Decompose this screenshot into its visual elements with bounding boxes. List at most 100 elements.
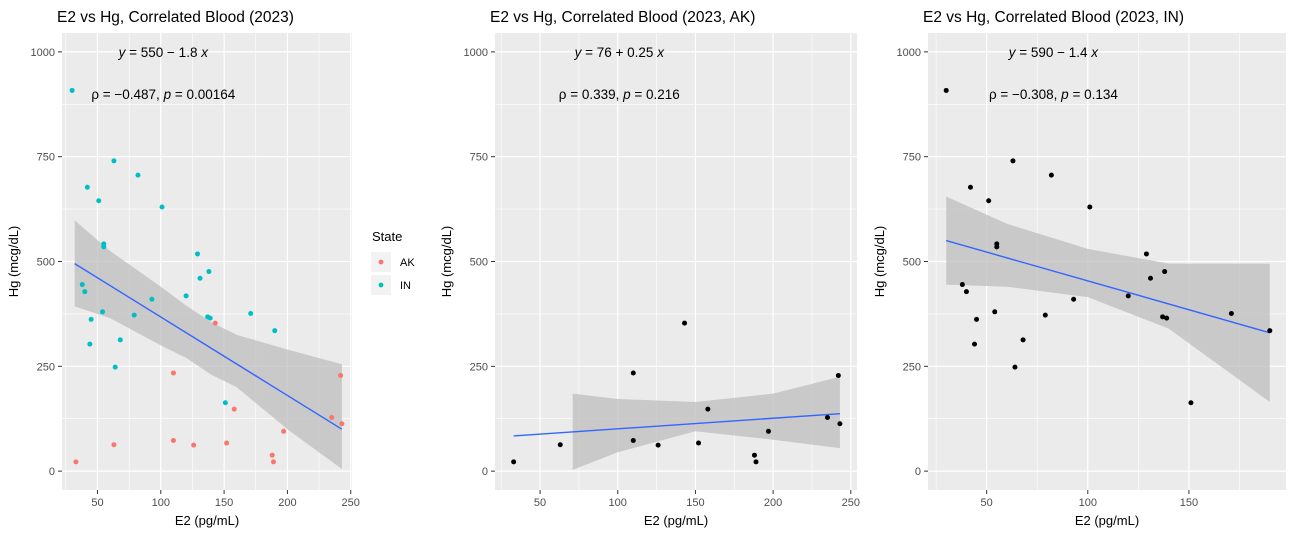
panel-ak-point-data [765,428,771,434]
panel-in-point-data [963,289,969,295]
legend-key-ak [378,259,384,265]
panel-all-point-in [206,269,212,275]
panel-all-point-in [248,310,254,316]
panel-ak-point-data [751,452,757,458]
panel-in-confidence-band [946,196,1270,402]
panel-all-y-tick-label: 0 [49,466,55,478]
panel-all-point-in [131,312,137,318]
panel-all-point-in [135,172,141,178]
panel-all-y-tick-label: 500 [37,257,55,269]
panel-ak-y-tick-label: 750 [470,152,488,164]
panel-in-point-data [1147,275,1153,281]
panel-in-point-data [1048,172,1054,178]
panel-in-y-tick-label: 750 [903,152,921,164]
panel-all-chart: E2 vs Hg, Correlated Blood (2023) 50 100 15… [6,9,360,528]
panel-ak-point-data [705,406,711,412]
panel-all-point-ak [270,459,276,465]
panel-all-point-in [84,184,90,190]
panel-in-point-data [1125,293,1131,299]
panel-in-point-data [1087,204,1093,210]
panel-all-point-in [159,204,165,210]
panel-all-fit-line [74,263,343,430]
panel-in-point-data [1164,315,1170,321]
panel-ak-point-data [835,373,841,379]
panel-in-point-data [1228,310,1234,316]
panel-all-y-tick-label: 750 [37,152,55,164]
panel-in-point-data [994,244,1000,250]
legend-key-in [378,282,384,288]
panel-ak-y-tick-label: 0 [482,466,488,478]
panel-all-point-in [149,296,155,302]
panel-in-y-tick-label: 1000 [897,47,921,59]
panel-all-point-in [183,293,189,299]
panel-ak-point-data [655,442,661,448]
panel-all-point-ak [170,370,176,376]
panel-in-point-data [1012,364,1018,370]
panel-ak-point-data [511,459,517,465]
panel-ak-title: E2 vs Hg, Correlated Blood (2023, AK) [490,9,755,26]
panel-all-point-ak [339,421,345,427]
panel-all-x-tick-label: 250 [342,497,360,509]
panel-all-y-tick-label: 1000 [31,47,55,59]
panel-all-point-ak [329,414,335,420]
panel-all-title: E2 vs Hg, Correlated Blood (2023) [57,9,294,26]
panel-all-point-ak [281,428,287,434]
panel-all-point-ak [231,406,237,412]
panel-in-x-tick-label: 100 [1079,497,1097,509]
panel-all-point-ak [338,373,344,379]
panel-in-point-data [1160,314,1166,320]
panel-all-point-in [100,309,106,315]
panel-all-point-in [88,316,94,322]
panel-ak-point-data [630,438,636,444]
panel-all-x-tick-label: 200 [278,497,296,509]
panel-all-regression-equation: y = 550 − 1.8 x [118,45,210,60]
panel-all-point-in [101,244,107,250]
panel-all-x-tick-label: 50 [91,497,103,509]
panel-ak-x-tick-label: 200 [764,497,782,509]
panel-in-point-data [1143,251,1149,257]
panel-in-point-data [1162,269,1168,275]
panel-ak-y-axis-label: Hg (mcg/dL) [439,226,454,298]
panel-in-chart: E2 vs Hg, Correlated Blood (2023, IN) 50 1… [872,9,1286,528]
panel-all-correlation-stats: ρ = −0.487, p = 0.00164 [91,87,235,102]
panel-all-point-ak [73,459,79,465]
panel-in-x-tick-label: 150 [1180,497,1198,509]
panel-all-point-in [112,364,118,370]
panel-all-confidence-band [74,220,342,469]
panel-in-y-axis-label: Hg (mcg/dL) [872,226,887,298]
panel-all-y-tick-label: 250 [37,361,55,373]
panel-all-point-in [222,400,228,406]
panel-all-point-in [79,282,85,288]
panel-in-point-data [972,341,978,347]
panel-ak-point-data [696,440,702,446]
panel-in-fit-line [946,239,1271,334]
panel-in-point-data [959,282,965,288]
panel-ak-chart: E2 vs Hg, Correlated Blood (2023, AK) 50 1… [439,9,860,528]
panel-all-point-in [195,251,201,257]
panel-ak-point-data [682,320,688,326]
panel-all-y-axis-label: Hg (mcg/dL) [6,226,21,298]
panel-ak-x-tick-label: 250 [842,497,860,509]
panel-ak-x-axis-label: E2 (pg/mL) [644,513,708,528]
panel-in-x-axis-label: E2 (pg/mL) [1075,513,1139,528]
panel-ak-x-tick-label: 100 [609,497,627,509]
panel-in-y-tick-label: 500 [903,257,921,269]
panel-all-x-tick-label: 150 [215,497,233,509]
legend-label-in: IN [400,280,411,292]
panel-in-correlation-stats: ρ = −0.308, p = 0.134 [989,87,1118,102]
panel-all-point-in [207,315,213,321]
panel-ak-y-tick-label: 1000 [464,47,488,59]
panel-all-point-ak [212,320,218,326]
panel-all-point-in [82,289,88,295]
panel-in-regression-equation: y = 590 − 1.4 x [1008,45,1100,60]
panel-in-x-tick-label: 50 [981,497,993,509]
panel-in-point-data [1188,400,1194,406]
panel-in-point-data [943,87,949,93]
panel-ak-point-data [824,414,830,420]
panel-all-point-ak [224,440,230,446]
panel-ak-point-data [753,459,759,465]
panel-ak-x-tick-label: 50 [534,497,546,509]
panel-in-point-data [986,198,992,204]
panel-all-point-in [117,337,123,343]
